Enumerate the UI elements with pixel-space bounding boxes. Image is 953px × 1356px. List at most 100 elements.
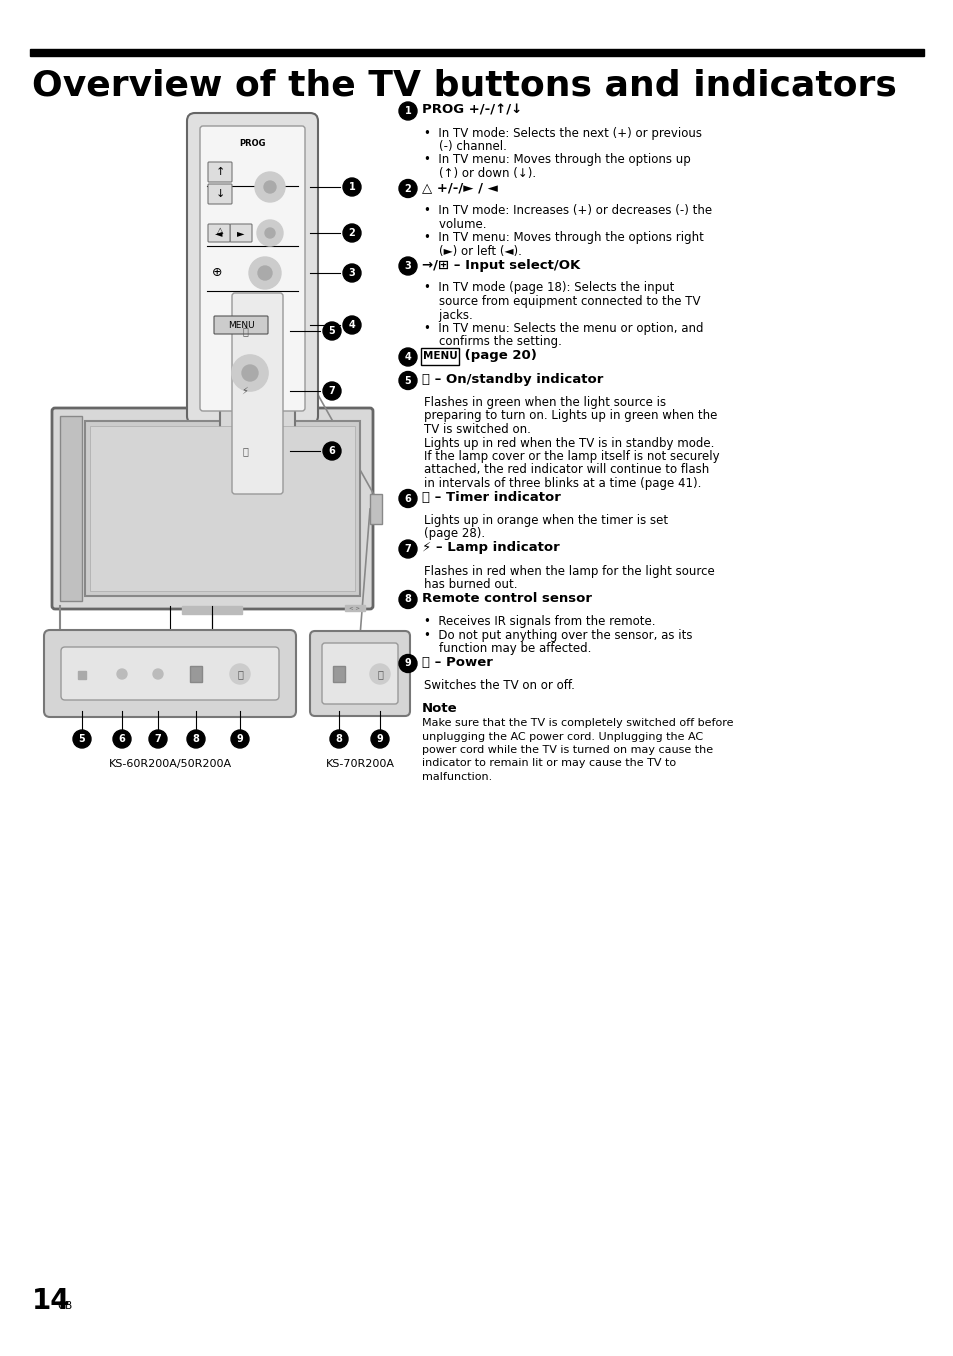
Text: jacks.: jacks. bbox=[423, 309, 473, 321]
Circle shape bbox=[231, 730, 249, 749]
FancyBboxPatch shape bbox=[230, 224, 252, 241]
Text: △: △ bbox=[216, 226, 223, 236]
Circle shape bbox=[187, 730, 205, 749]
Bar bbox=[90, 426, 355, 591]
Bar bbox=[78, 671, 86, 679]
FancyBboxPatch shape bbox=[61, 647, 278, 700]
FancyBboxPatch shape bbox=[141, 631, 172, 637]
Circle shape bbox=[254, 172, 285, 202]
Bar bbox=[190, 666, 202, 682]
FancyBboxPatch shape bbox=[208, 184, 232, 203]
Text: 14: 14 bbox=[32, 1287, 71, 1315]
Circle shape bbox=[343, 316, 360, 334]
FancyBboxPatch shape bbox=[232, 293, 283, 494]
Circle shape bbox=[371, 730, 389, 749]
Text: in intervals of three blinks at a time (page 41).: in intervals of three blinks at a time (… bbox=[423, 477, 700, 490]
Text: ⏻ – On/standby indicator: ⏻ – On/standby indicator bbox=[421, 373, 602, 386]
Text: 2: 2 bbox=[348, 228, 355, 239]
Text: attached, the red indicator will continue to flash: attached, the red indicator will continu… bbox=[423, 464, 708, 476]
FancyBboxPatch shape bbox=[187, 113, 317, 424]
Text: 7: 7 bbox=[154, 734, 161, 744]
Bar bbox=[182, 606, 242, 614]
Text: PROG: PROG bbox=[239, 138, 266, 148]
Text: 7: 7 bbox=[404, 544, 411, 555]
Text: KS-60R200A/50R200A: KS-60R200A/50R200A bbox=[109, 759, 232, 769]
Circle shape bbox=[112, 730, 131, 749]
Bar bbox=[333, 666, 345, 682]
Text: ⏻ – Power: ⏻ – Power bbox=[421, 656, 493, 669]
Circle shape bbox=[265, 228, 274, 239]
Text: •  In TV menu: Moves through the options right: • In TV menu: Moves through the options … bbox=[423, 231, 703, 244]
Text: 3: 3 bbox=[404, 260, 411, 271]
Circle shape bbox=[398, 372, 416, 389]
FancyBboxPatch shape bbox=[220, 281, 294, 506]
Circle shape bbox=[398, 179, 416, 198]
Text: ↑: ↑ bbox=[215, 167, 225, 178]
Bar bbox=[85, 420, 359, 597]
Bar bbox=[370, 494, 381, 523]
Text: GB: GB bbox=[57, 1300, 72, 1311]
Text: TV is switched on.: TV is switched on. bbox=[423, 423, 530, 437]
Circle shape bbox=[249, 258, 281, 289]
Text: ⚡: ⚡ bbox=[241, 386, 248, 396]
Text: 5: 5 bbox=[78, 734, 85, 744]
Circle shape bbox=[398, 348, 416, 366]
Text: •  In TV mode: Increases (+) or decreases (-) the: • In TV mode: Increases (+) or decreases… bbox=[423, 203, 711, 217]
Text: malfunction.: malfunction. bbox=[421, 772, 492, 782]
Text: preparing to turn on. Lights up in green when the: preparing to turn on. Lights up in green… bbox=[423, 410, 717, 423]
Text: power cord while the TV is turned on may cause the: power cord while the TV is turned on may… bbox=[421, 744, 713, 755]
FancyBboxPatch shape bbox=[322, 643, 397, 704]
Text: KS-70R200A: KS-70R200A bbox=[325, 759, 395, 769]
Text: PROG +/-/↑/↓: PROG +/-/↑/↓ bbox=[421, 103, 521, 117]
Text: source from equipment connected to the TV: source from equipment connected to the T… bbox=[423, 296, 700, 308]
Circle shape bbox=[230, 664, 250, 683]
Text: 5: 5 bbox=[404, 376, 411, 385]
Text: (↑) or down (↓).: (↑) or down (↓). bbox=[423, 167, 536, 180]
Text: 8: 8 bbox=[404, 594, 411, 605]
Text: •  In TV menu: Moves through the options up: • In TV menu: Moves through the options … bbox=[423, 153, 690, 167]
Text: Flashes in red when the lamp for the light source: Flashes in red when the lamp for the lig… bbox=[423, 564, 714, 578]
Circle shape bbox=[370, 664, 390, 683]
Bar bbox=[345, 605, 365, 612]
Text: ⊕: ⊕ bbox=[212, 267, 222, 279]
Text: ⏻: ⏻ bbox=[242, 325, 248, 336]
Circle shape bbox=[257, 266, 272, 279]
Text: 6: 6 bbox=[328, 446, 335, 456]
Text: •  Do not put anything over the sensor, as its: • Do not put anything over the sensor, a… bbox=[423, 628, 692, 641]
Circle shape bbox=[398, 102, 416, 119]
Text: (-) channel.: (-) channel. bbox=[423, 140, 506, 153]
Circle shape bbox=[152, 669, 163, 679]
Circle shape bbox=[343, 178, 360, 197]
Text: confirms the setting.: confirms the setting. bbox=[423, 335, 561, 348]
Text: →/⊞ – Input select/OK: →/⊞ – Input select/OK bbox=[421, 259, 579, 271]
Text: Lights up in orange when the timer is set: Lights up in orange when the timer is se… bbox=[423, 514, 667, 527]
Text: ⚡ – Lamp indicator: ⚡ – Lamp indicator bbox=[421, 541, 559, 555]
Text: 7: 7 bbox=[328, 386, 335, 396]
Text: ►: ► bbox=[237, 228, 245, 239]
Text: volume.: volume. bbox=[423, 217, 486, 231]
Text: < >: < > bbox=[349, 606, 360, 610]
Text: MENU: MENU bbox=[228, 320, 254, 330]
Text: 1: 1 bbox=[404, 106, 411, 117]
Text: 4: 4 bbox=[348, 320, 355, 330]
Text: indicator to remain lit or may cause the TV to: indicator to remain lit or may cause the… bbox=[421, 758, 676, 769]
Text: •  Receives IR signals from the remote.: • Receives IR signals from the remote. bbox=[423, 616, 655, 628]
Bar bbox=[30, 49, 923, 56]
Text: 8: 8 bbox=[335, 734, 342, 744]
Circle shape bbox=[73, 730, 91, 749]
Text: 9: 9 bbox=[404, 659, 411, 669]
Text: •  In TV mode (page 18): Selects the input: • In TV mode (page 18): Selects the inpu… bbox=[423, 282, 674, 294]
Text: (►) or left (◄).: (►) or left (◄). bbox=[423, 244, 521, 258]
Text: function may be affected.: function may be affected. bbox=[423, 641, 591, 655]
Text: ⏻: ⏻ bbox=[376, 669, 382, 679]
Circle shape bbox=[149, 730, 167, 749]
Circle shape bbox=[323, 442, 340, 460]
FancyBboxPatch shape bbox=[208, 161, 232, 182]
Text: ⏻: ⏻ bbox=[236, 669, 243, 679]
FancyBboxPatch shape bbox=[44, 631, 295, 717]
Text: has burned out.: has burned out. bbox=[423, 578, 517, 591]
FancyBboxPatch shape bbox=[213, 316, 268, 334]
Circle shape bbox=[232, 355, 268, 391]
Circle shape bbox=[256, 220, 283, 245]
Circle shape bbox=[398, 655, 416, 673]
